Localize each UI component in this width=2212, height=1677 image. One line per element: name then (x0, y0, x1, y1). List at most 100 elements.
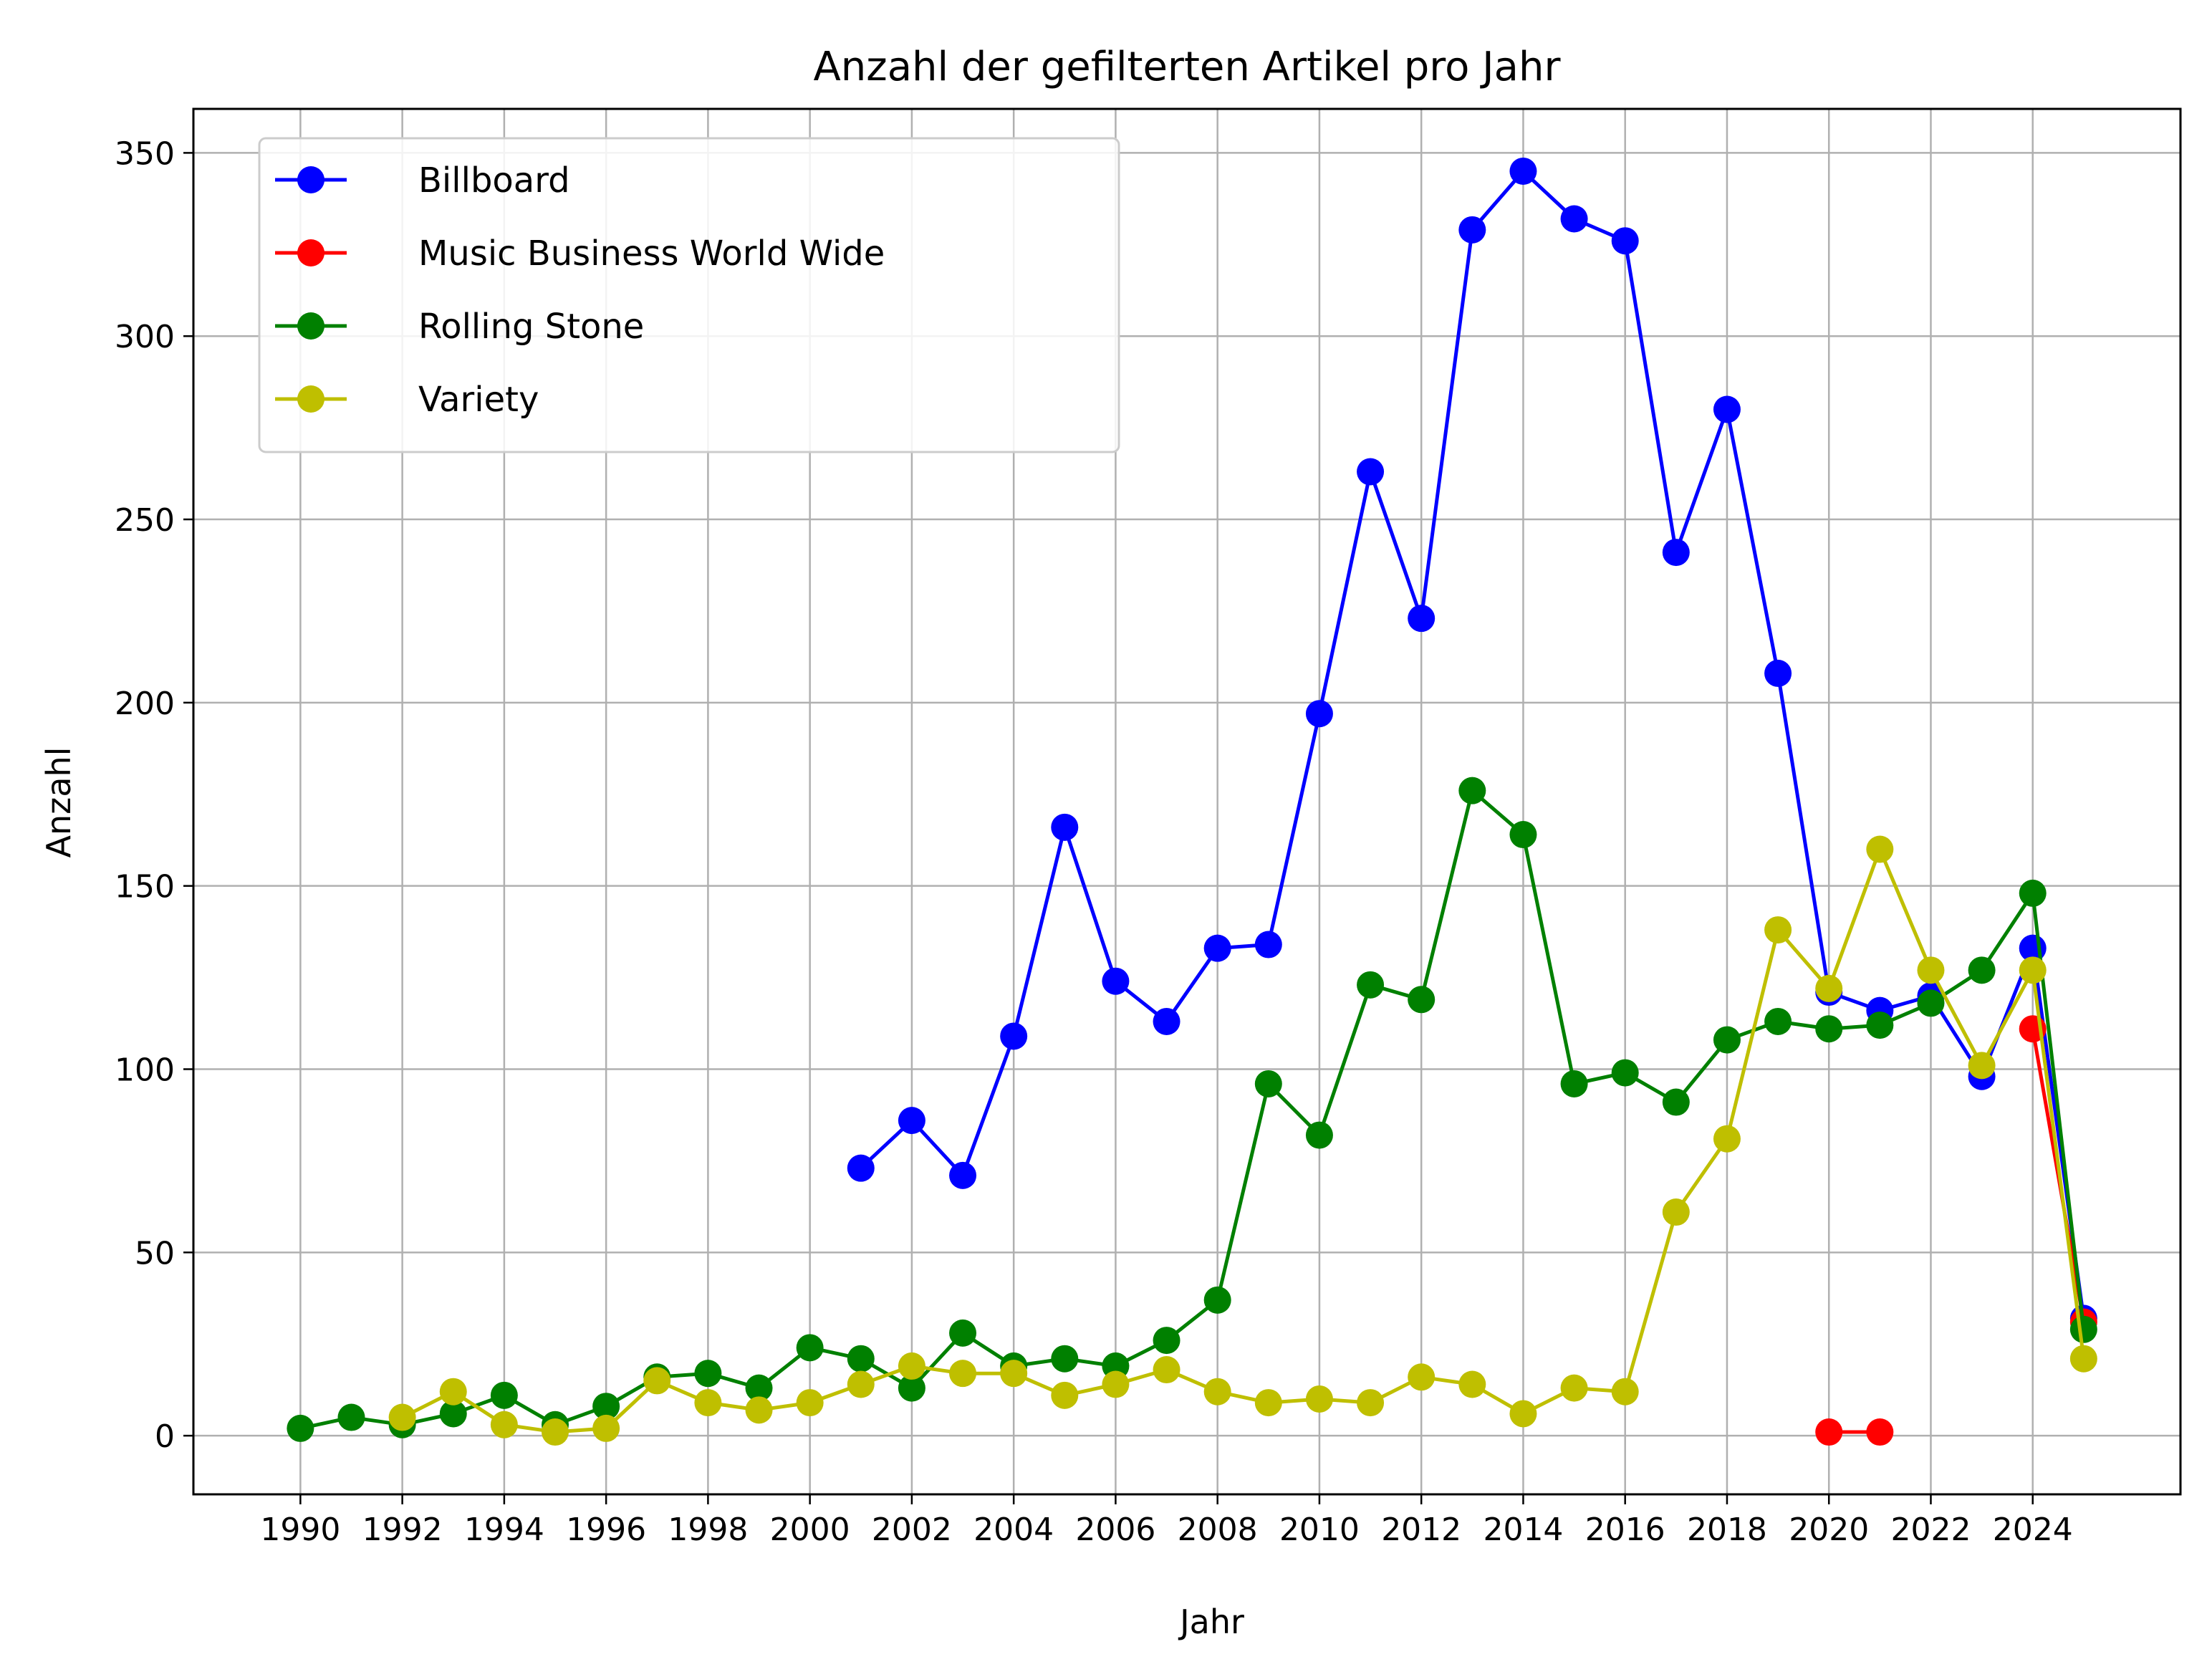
data-point (1611, 1059, 1639, 1087)
data-point (898, 1107, 925, 1135)
data-point (1611, 1378, 1639, 1405)
data-point (2069, 1345, 2097, 1373)
x-tick-label: 2022 (1890, 1512, 1971, 1548)
data-point (1509, 821, 1537, 849)
data-point (1203, 1286, 1231, 1314)
x-tick-label: 1998 (668, 1512, 748, 1548)
data-point (1458, 216, 1486, 244)
data-point (898, 1352, 925, 1380)
data-point (2069, 1315, 2097, 1343)
x-tick-label: 2010 (1279, 1512, 1360, 1548)
plot-frame (192, 107, 2182, 1496)
x-tick-label: 2002 (872, 1512, 952, 1548)
x-tick-label: 2024 (1993, 1512, 2073, 1548)
data-point (1153, 1007, 1180, 1035)
data-point (1408, 986, 1436, 1014)
data-point (1713, 395, 1741, 423)
y-tick-label: 300 (115, 319, 175, 355)
data-point (1560, 1070, 1588, 1097)
data-point (1662, 539, 1690, 567)
legend-item: Music Business World Wide (275, 234, 885, 274)
data-point (1254, 1389, 1282, 1417)
data-point (694, 1389, 722, 1417)
legend-marker (297, 312, 324, 340)
data-point (898, 1374, 925, 1402)
data-point (847, 1370, 875, 1398)
data-point (1051, 1345, 1079, 1373)
data-point (1102, 1370, 1130, 1398)
series-variety (388, 835, 2097, 1446)
y-tick-label: 100 (115, 1052, 175, 1088)
y-tick-label: 150 (115, 869, 175, 905)
data-point (287, 1414, 314, 1442)
y-tick-label: 0 (155, 1418, 175, 1455)
data-point (1713, 1026, 1741, 1054)
legend-item: Rolling Stone (275, 307, 644, 347)
data-point (1662, 1198, 1690, 1226)
x-tick-label: 1992 (362, 1512, 443, 1548)
data-point (1917, 956, 1945, 984)
data-point (949, 1319, 977, 1347)
x-tick-label: 1996 (566, 1512, 646, 1548)
data-point (1917, 989, 1945, 1017)
y-tick-label: 250 (115, 502, 175, 539)
data-point (847, 1345, 875, 1373)
data-point (1051, 1381, 1079, 1409)
x-tick-label: 2006 (1075, 1512, 1155, 1548)
data-point (745, 1374, 773, 1402)
data-point (796, 1334, 824, 1362)
legend-item: Variety (275, 380, 539, 420)
data-point (592, 1393, 620, 1421)
series-rolling-stone (287, 777, 2097, 1442)
data-point (1764, 916, 1792, 944)
x-tick-label: 2020 (1789, 1512, 1869, 1548)
legend-label: Rolling Stone (418, 307, 644, 347)
data-point (949, 1161, 977, 1189)
data-point (1509, 1400, 1537, 1428)
chart-title: Anzahl der gefilterten Artikel pro Jahr (814, 44, 1562, 90)
data-point (847, 1154, 875, 1182)
series-lines (287, 157, 2097, 1446)
data-point (1815, 1418, 1843, 1446)
data-point (1662, 1088, 1690, 1116)
data-point (1458, 1370, 1486, 1398)
legend-marker (297, 166, 324, 193)
x-tick-label: 2012 (1381, 1512, 1461, 1548)
data-point (439, 1400, 467, 1428)
data-point (949, 1360, 977, 1388)
data-point (1102, 967, 1130, 995)
data-point (1866, 835, 1894, 863)
data-point (1866, 1012, 1894, 1039)
x-tick-label: 1994 (464, 1512, 544, 1548)
data-point (1000, 1360, 1028, 1388)
data-point (2019, 879, 2047, 907)
legend-label: Variety (418, 380, 539, 420)
data-point (337, 1403, 365, 1431)
data-point (1000, 1022, 1028, 1050)
data-point (2019, 956, 2047, 984)
data-point (1458, 777, 1486, 804)
data-point (1203, 1378, 1231, 1405)
data-point (694, 1360, 722, 1388)
data-point (1764, 1007, 1792, 1035)
x-tick-label: 2004 (973, 1512, 1054, 1548)
data-point (796, 1389, 824, 1417)
data-point (1254, 931, 1282, 958)
data-point (1968, 1052, 1996, 1080)
legend-label: Music Business World Wide (418, 234, 885, 274)
data-point (1866, 1418, 1894, 1446)
legend-marker (297, 239, 324, 266)
data-point (745, 1396, 773, 1424)
y-tick-label: 50 (135, 1235, 175, 1272)
x-tick-label: 2016 (1585, 1512, 1665, 1548)
data-point (592, 1414, 620, 1442)
data-point (1713, 1125, 1741, 1153)
data-point (542, 1418, 569, 1446)
legend-label: Billboard (418, 160, 570, 201)
x-axis-label: Jahr (1178, 1602, 1244, 1641)
y-tick-label: 200 (115, 686, 175, 722)
series-line (401, 847, 2086, 1434)
x-tick-label: 1990 (260, 1512, 340, 1548)
data-point (643, 1367, 671, 1395)
